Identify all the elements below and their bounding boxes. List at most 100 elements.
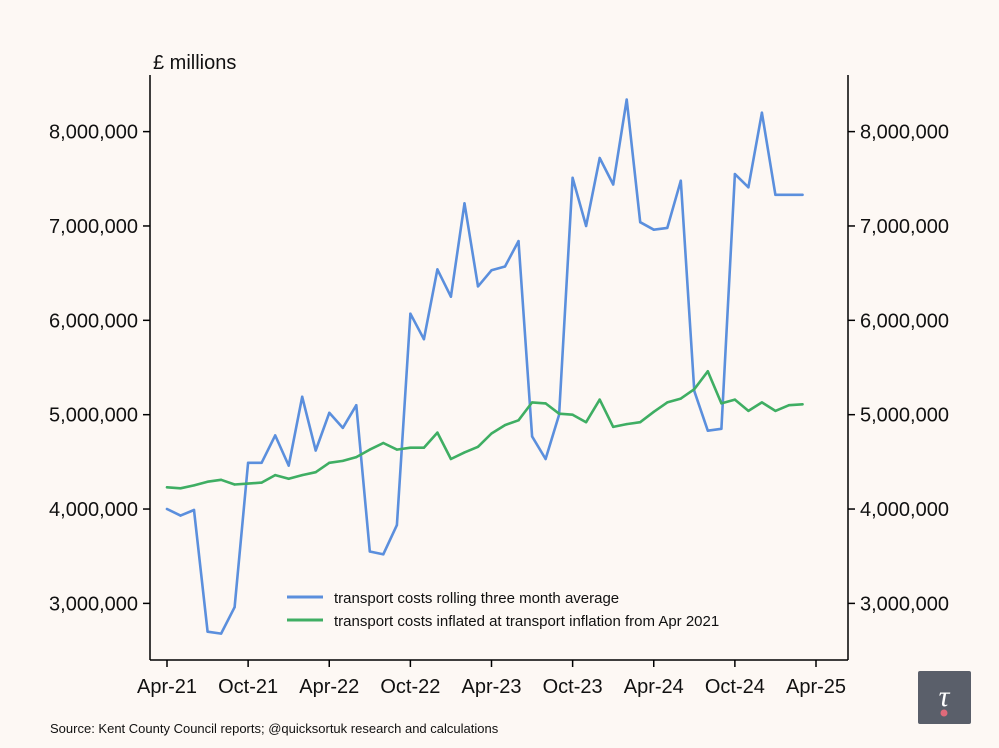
inflated-point [490, 432, 493, 435]
inflated-point [706, 370, 710, 373]
rolling-average-point [584, 224, 588, 228]
rolling-average-point [801, 193, 804, 197]
inflated-point [382, 441, 385, 445]
rolling-average-point [503, 265, 507, 268]
rolling-average-point [517, 239, 520, 243]
legend-label-rolling-average: transport costs rolling three month aver… [334, 590, 619, 607]
rolling-average-point [733, 172, 737, 176]
inflated-point [544, 402, 547, 405]
series-line-rolling-average [165, 98, 804, 635]
rolling-average-point [314, 449, 317, 452]
logo-background [918, 671, 971, 724]
y-tick-label-left: 7,000,000 [49, 216, 138, 238]
inflated-point [422, 446, 426, 449]
inflated-point [219, 478, 223, 481]
rolling-average-point [409, 312, 412, 315]
y-tick-label-right: 8,000,000 [860, 122, 949, 144]
inflated-point [192, 484, 196, 487]
x-tick-label: Oct-21 [218, 676, 278, 698]
rolling-average-point [436, 268, 439, 271]
rolling-average-point [530, 435, 534, 438]
inflated-point [436, 431, 439, 434]
rolling-average-point [774, 193, 777, 197]
rolling-average-point [341, 426, 344, 430]
inflated-point [395, 448, 399, 451]
rolling-average-point [165, 507, 169, 511]
y-tick-label-left: 4,000,000 [49, 499, 138, 521]
inflated-point [530, 401, 534, 404]
x-tick-label: Apr-22 [299, 676, 359, 698]
inflated-point [517, 419, 520, 422]
rolling-average-point [760, 111, 764, 114]
inflated-point [774, 409, 777, 413]
rolling-average-point [639, 220, 642, 224]
logo-accent-dot [940, 709, 948, 717]
rolling-average-point [544, 457, 547, 461]
rolling-average-point [490, 269, 493, 272]
rolling-average-point [192, 508, 196, 512]
inflated-point [301, 473, 304, 477]
inflated-point [341, 459, 344, 463]
rolling-average-point [787, 193, 791, 197]
inflated-point [801, 403, 804, 406]
inflated-point [206, 480, 209, 483]
rolling-average-point [246, 461, 250, 464]
inflated-point [409, 446, 412, 449]
rolling-average-point [422, 337, 426, 341]
y-ticks-left: 3,000,000 4,000,000 5,000,000 6,000,000 7,00… [49, 122, 150, 615]
x-ticks: Apr-21 Oct-21 Apr-22 Oct-22 Apr-23 Oct-23 Apr-… [137, 660, 846, 698]
y-tick-label-right: 4,000,000 [860, 499, 949, 521]
rolling-average-point [328, 411, 331, 414]
rolling-average-point [368, 550, 372, 553]
y-tick-label-left: 6,000,000 [49, 310, 138, 332]
rolling-average-point [652, 228, 655, 231]
inflated-point [355, 455, 358, 459]
inflated-point [314, 471, 317, 474]
inflated-point [287, 477, 290, 481]
inflated-point [449, 457, 453, 461]
x-tick-label: Apr-25 [786, 676, 846, 698]
y-tick-label-left: 8,000,000 [49, 122, 138, 144]
inflated-point [693, 388, 696, 391]
logo-tau-icon: τ [939, 680, 951, 713]
rolling-average-point [611, 183, 615, 186]
series-line-inflated [165, 369, 804, 490]
inflated-point [273, 473, 277, 477]
inflated-point [639, 421, 642, 424]
rolling-average-point [382, 553, 385, 556]
inflated-point [652, 410, 655, 414]
inflated-point [260, 481, 263, 484]
rolling-average-point [273, 434, 277, 437]
inflated-point [328, 461, 331, 464]
y-tick-label-left: 5,000,000 [49, 405, 138, 427]
rolling-average-point [219, 632, 223, 635]
x-tick-label: Oct-23 [543, 676, 603, 698]
axes [149, 75, 849, 661]
y-tick-label-right: 7,000,000 [860, 216, 949, 238]
legend-label-inflated: transport costs inflated at transport in… [334, 613, 719, 630]
inflated-point [368, 448, 372, 451]
rolling-average-point [571, 176, 574, 180]
y-tick-label-left: 3,000,000 [49, 593, 138, 615]
series-lines [165, 98, 804, 635]
source-note: Source: Kent County Council reports; @qu… [50, 721, 499, 736]
rolling-average-point [233, 605, 236, 609]
rolling-average-point [747, 186, 750, 189]
x-tick-label: Oct-24 [705, 676, 765, 698]
inflated-point [233, 483, 236, 486]
inflated-point [584, 421, 588, 424]
x-tick-label: Apr-23 [461, 676, 521, 698]
rolling-average-point [625, 98, 628, 101]
x-tick-label: Apr-24 [624, 676, 684, 698]
rolling-average-point [301, 395, 304, 398]
rolling-average-point [679, 179, 682, 182]
inflated-point [463, 451, 466, 454]
inflated-point [720, 402, 723, 405]
inflated-point [165, 486, 169, 489]
inflated-point [571, 413, 574, 416]
legend: transport costs rolling three month aver… [287, 590, 719, 630]
rolling-average-point [395, 523, 399, 527]
x-tick-label: Oct-22 [380, 676, 440, 698]
inflated-point [733, 398, 737, 401]
